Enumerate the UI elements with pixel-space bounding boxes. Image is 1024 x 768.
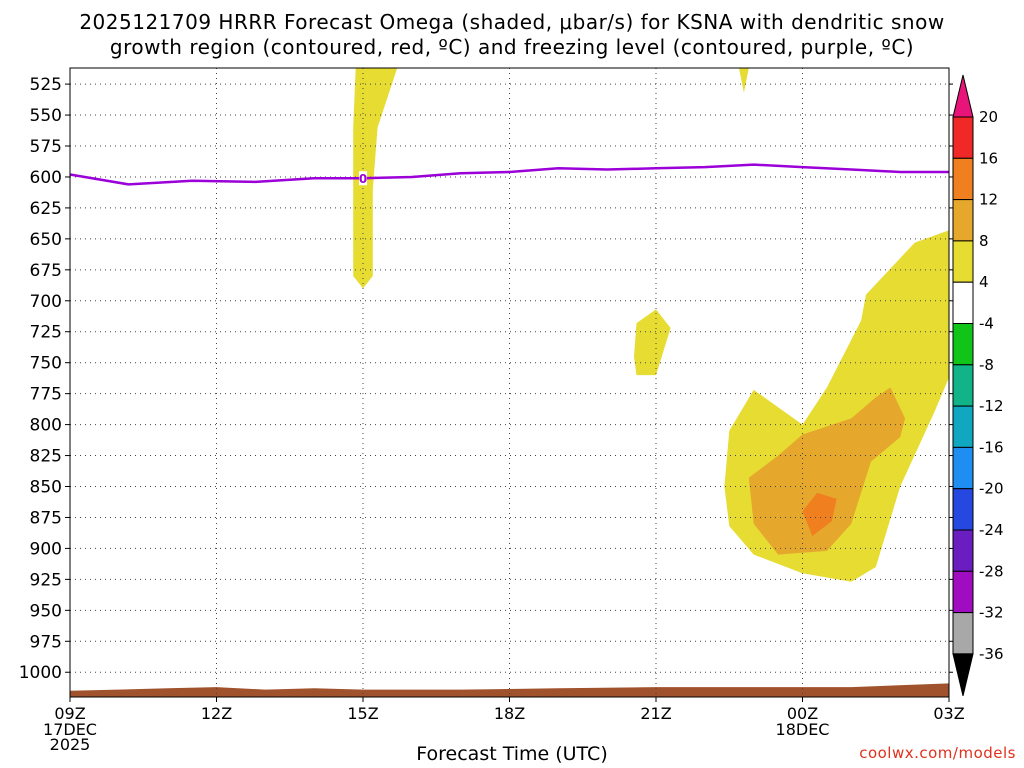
y-tick-label-800: 800 (30, 416, 62, 436)
y-tick-label-575: 575 (30, 137, 62, 157)
omega-region-max (802, 492, 837, 536)
y-tick-label-750: 750 (30, 354, 62, 374)
omega-region-15z-column (353, 68, 398, 289)
colorbar-bin-16-to-12 (952, 157, 974, 201)
plot-frame (69, 67, 950, 698)
colorbar-bin-8-to-4 (952, 240, 974, 283)
colorbar-label-8: 8 (979, 232, 989, 250)
x-tick-label-09Z: 09Z (54, 704, 85, 723)
y-tick-label-550: 550 (30, 106, 62, 126)
y-tick-label-650: 650 (30, 230, 62, 250)
colorbar-bin-20-to-16 (952, 116, 974, 159)
freezing-level-line (69, 163, 949, 186)
x-tick-label-12Z: 12Z (201, 704, 232, 723)
x-tick-label-03Z: 03Z (933, 704, 964, 723)
colorbar-bin--24-to--28 (952, 529, 974, 572)
x-tick-label-15Z: 15Z (347, 704, 378, 723)
y-tick-label-925: 925 (30, 570, 62, 590)
colorbar-arrow-top (952, 74, 974, 118)
credit-text[interactable]: coolwx.com/models (859, 744, 1016, 762)
colorbar-label--8: -8 (979, 356, 994, 374)
y-tick-label-825: 825 (30, 447, 62, 467)
y-tick-label-875: 875 (30, 508, 62, 528)
colorbar-bin-12-to-8 (952, 199, 974, 242)
omega-region-main-core (748, 387, 906, 555)
x-tick-date-09Z: 17DEC (43, 720, 97, 739)
y-tick-label-1000: 1000 (19, 663, 62, 683)
chart-title-line-2: growth region (contoured, red, ºC) and f… (109, 35, 915, 59)
colorbar-bin-4-to--4 (952, 281, 974, 325)
colorbar-bin--12-to--16 (952, 405, 974, 448)
colorbar-label--20: -20 (979, 480, 1004, 498)
y-tick-label-625: 625 (30, 199, 62, 219)
x-tick-year-09Z: 2025 (50, 735, 91, 754)
chart-title-line-1: 2025121709 HRRR Forecast Omega (shaded, … (79, 10, 945, 34)
colorbar-label-16: 16 (979, 149, 998, 167)
y-tick-label-600: 600 (30, 168, 62, 188)
y-tick-label-725: 725 (30, 323, 62, 343)
colorbar-bin--28-to--32 (952, 570, 974, 614)
y-tick-label-675: 675 (30, 261, 62, 281)
colorbar-label--16: -16 (979, 438, 1004, 456)
colorbar-label--4: -4 (979, 315, 994, 333)
omega-region-21z-patch (634, 309, 671, 376)
colorbar-bin--32-to--36 (952, 612, 974, 655)
y-tick-label-950: 950 (30, 601, 62, 621)
terrain (70, 683, 949, 697)
colorbar-bin--4-to--8 (952, 323, 974, 366)
x-tick-label-00Z: 00Z (787, 704, 818, 723)
colorbar-label--12: -12 (979, 397, 1004, 415)
colorbar-label--28: -28 (979, 562, 1004, 580)
omega-shading (70, 68, 949, 697)
y-tick-label-775: 775 (30, 385, 62, 405)
colorbar-bin--8-to--12 (952, 364, 974, 407)
freezing-level-label-bg (359, 171, 367, 186)
colorbar-arrow-bottom (952, 653, 974, 697)
x-axis-label: Forecast Time (UTC) (416, 743, 608, 765)
colorbar-label-20: 20 (979, 108, 998, 126)
freezing-level-label: 0 (359, 172, 367, 186)
colorbar-label--32: -32 (979, 604, 1004, 622)
colorbar-label-4: 4 (979, 273, 989, 291)
y-tick-label-900: 900 (30, 539, 62, 559)
x-tick-label-18Z: 18Z (494, 704, 525, 723)
y-tick-label-525: 525 (30, 75, 62, 95)
x-tick-label-21Z: 21Z (640, 704, 671, 723)
colorbar-bin--16-to--20 (952, 446, 974, 490)
y-tick-label-975: 975 (30, 632, 62, 652)
x-tick-date-00Z: 18DEC (776, 720, 830, 739)
omega-region-22z-blip (739, 68, 749, 93)
y-tick-label-700: 700 (30, 292, 62, 312)
colorbar-label-12: 12 (979, 191, 998, 209)
colorbar-label--36: -36 (979, 645, 1004, 663)
y-tick-label-850: 850 (30, 478, 62, 498)
colorbar-bin--20-to--24 (952, 488, 974, 531)
colorbar-label--24: -24 (979, 521, 1004, 539)
